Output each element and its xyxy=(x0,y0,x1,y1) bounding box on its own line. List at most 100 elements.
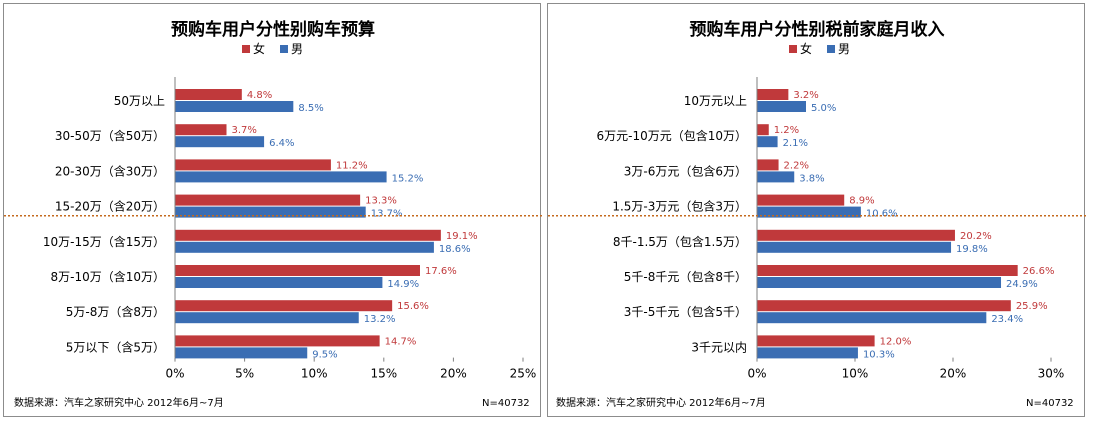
income-chart-panel: 预购车用户分性别税前家庭月收入女 男 0% 10% 20% 30% 10万元以上 3.2% 5.… xyxy=(547,3,1086,417)
bar-male xyxy=(757,101,806,112)
data-label-male: 13.7% xyxy=(371,209,403,220)
data-label-male: 6.4% xyxy=(269,138,294,149)
data-label-male: 10.6% xyxy=(866,209,898,220)
budget-category-label: 15-20万（含20万） xyxy=(55,199,165,214)
legend-label-male: 男 xyxy=(291,42,303,56)
x-tick-label: 10% xyxy=(842,367,869,381)
data-label-female: 20.2% xyxy=(960,231,992,242)
x-tick-label: 0% xyxy=(165,367,184,381)
income-category-label: 5千-8千元（包含8千） xyxy=(624,269,747,284)
data-label-female: 13.3% xyxy=(365,196,397,207)
bar-male xyxy=(757,206,861,218)
legend-swatch-female xyxy=(789,45,797,53)
chart-title: 预购车用户分性别购车预算 xyxy=(171,19,375,40)
bar-female xyxy=(175,159,331,171)
x-tick-label: 20% xyxy=(940,367,967,381)
bar-female xyxy=(757,159,779,171)
data-label-male: 3.8% xyxy=(799,173,824,184)
bar-male xyxy=(175,101,294,112)
income-category-label: 1.5万-3万元（包含3万） xyxy=(612,199,747,214)
bar-female xyxy=(757,300,1011,312)
data-label-female: 17.6% xyxy=(425,266,457,277)
income-category-label: 3万-6万元（包含6万） xyxy=(624,163,747,178)
legend-swatch-male xyxy=(827,45,835,53)
income-category-label: 10万元以上 xyxy=(684,94,747,108)
data-label-female: 3.7% xyxy=(232,125,257,136)
budget-category-label: 5万-8万（含8万） xyxy=(66,304,165,319)
data-label-female: 25.9% xyxy=(1016,301,1048,312)
data-label-male: 15.2% xyxy=(392,173,424,184)
income-category-label: 8千-1.5万（包含1.5万） xyxy=(613,234,747,249)
data-label-male: 5.0% xyxy=(811,103,836,114)
bar-male xyxy=(175,241,434,253)
budget-category-label: 20-30万（含30万） xyxy=(55,163,165,178)
data-label-male: 18.6% xyxy=(439,244,471,255)
bar-female xyxy=(757,265,1018,276)
data-label-female: 14.7% xyxy=(385,336,417,347)
data-label-female: 12.0% xyxy=(880,336,912,347)
income-category-label: 3千-5千元（包含5千） xyxy=(624,304,747,319)
budget-chart-panel: 预购车用户分性别购车预算女 男 0% 5% 10% 15% 20% 25% 50万以上 4.8% 8… xyxy=(3,3,542,417)
data-label-male: 23.4% xyxy=(991,314,1023,325)
bar-female xyxy=(757,124,769,136)
budget-category-label: 5万以下（含5万） xyxy=(66,339,165,354)
legend-swatch-male xyxy=(280,45,288,53)
budget-category-label: 10万-15万（含15万） xyxy=(43,234,165,249)
data-label-female: 11.2% xyxy=(336,160,368,171)
bar-male xyxy=(175,171,387,183)
bar-female xyxy=(175,300,393,312)
bar-female xyxy=(757,194,845,206)
x-tick-label: 0% xyxy=(747,367,766,381)
bar-male xyxy=(175,312,359,324)
data-label-male: 14.9% xyxy=(387,279,419,290)
data-label-male: 9.5% xyxy=(312,349,337,360)
bar-male xyxy=(757,312,987,324)
x-tick-label: 10% xyxy=(301,367,328,381)
bar-male xyxy=(175,136,265,148)
data-label-male: 8.5% xyxy=(298,103,323,114)
bar-male xyxy=(757,347,858,359)
x-tick-label: 20% xyxy=(440,367,467,381)
bar-male xyxy=(757,241,952,253)
bar-male xyxy=(175,347,308,359)
data-label-female: 19.1% xyxy=(446,231,478,242)
bar-female xyxy=(175,229,441,241)
budget-category-label: 8万-10万（含10万） xyxy=(50,269,165,284)
sample-size-note: N=40732 xyxy=(482,398,530,409)
sample-size-note: N=40732 xyxy=(1026,398,1074,409)
bar-male xyxy=(757,277,1002,288)
data-label-female: 26.6% xyxy=(1023,266,1055,277)
income-category-label: 6万元-10万元（包含10万） xyxy=(596,128,747,143)
bar-female xyxy=(175,265,420,276)
data-label-female: 8.9% xyxy=(849,196,874,207)
bar-female xyxy=(175,194,361,206)
data-label-male: 2.1% xyxy=(783,138,808,149)
budget-category-label: 50万以上 xyxy=(114,94,165,108)
budget-category-label: 30-50万（含50万） xyxy=(55,128,165,143)
x-tick-label: 15% xyxy=(370,367,397,381)
bar-female xyxy=(757,229,955,241)
chart-title: 预购车用户分性别税前家庭月收入 xyxy=(690,19,945,40)
data-label-female: 3.2% xyxy=(793,90,818,101)
bar-female xyxy=(175,89,242,100)
data-label-male: 24.9% xyxy=(1006,279,1038,290)
x-tick-label: 25% xyxy=(510,367,537,381)
data-label-female: 15.6% xyxy=(397,301,429,312)
x-tick-label: 30% xyxy=(1038,367,1065,381)
legend-swatch-female xyxy=(242,45,250,53)
data-label-male: 19.8% xyxy=(956,244,988,255)
bar-male xyxy=(757,171,795,183)
bar-female xyxy=(175,335,380,347)
x-tick-label: 5% xyxy=(235,367,254,381)
income-category-label: 3千元以内 xyxy=(691,340,747,354)
data-label-female: 2.2% xyxy=(784,160,809,171)
legend-label-female: 女 xyxy=(253,41,265,56)
data-label-male: 13.2% xyxy=(364,314,396,325)
data-label-male: 10.3% xyxy=(863,349,895,360)
bar-male xyxy=(175,206,366,218)
bar-female xyxy=(175,124,227,136)
bar-female xyxy=(757,89,789,100)
